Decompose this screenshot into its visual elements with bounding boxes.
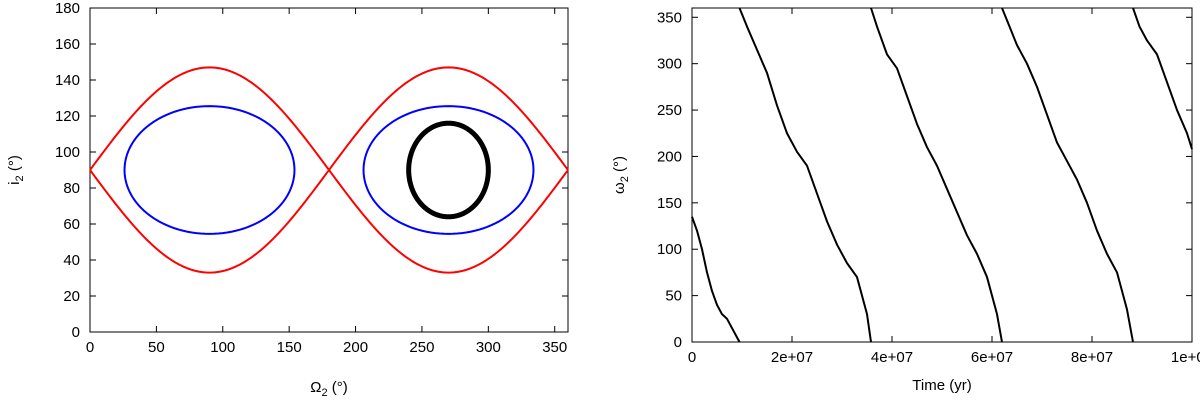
x-tick-label: 2e+07 bbox=[771, 349, 813, 366]
series-line-right-0 bbox=[691, 216, 741, 343]
y-tick-label: 0 bbox=[72, 324, 80, 341]
y-tick-label: 50 bbox=[665, 288, 682, 305]
series-line-right-1 bbox=[738, 7, 872, 343]
chart-left: 0 50 100 150 200 250 300 350 0 20 40 60 80 100 120 140 1… bbox=[6, 0, 569, 399]
y-axis-label-left-main: i bbox=[6, 181, 23, 184]
y-axis-label-right-unit: (°) bbox=[611, 156, 628, 176]
y-tick-label: 250 bbox=[657, 102, 682, 119]
y-tick-label: 0 bbox=[674, 334, 682, 351]
x-axis-label-left-unit: (°) bbox=[328, 379, 348, 396]
y-tick-label: 100 bbox=[55, 144, 80, 161]
x-axis-label-left: Ω2 (°) bbox=[310, 379, 348, 399]
x-axis-label-right: Time (yr) bbox=[912, 377, 971, 394]
x-tick-label: 200 bbox=[343, 339, 368, 356]
series-left bbox=[89, 66, 569, 274]
series-line-left-3 bbox=[406, 120, 491, 220]
y-axis-label-left-unit: (°) bbox=[6, 155, 23, 175]
plot-area-right bbox=[691, 7, 1193, 343]
x-axis-label-left-main: Ω bbox=[310, 379, 321, 396]
y-axis-label-right-sub: 2 bbox=[619, 176, 631, 182]
x-tick-label: 8e+07 bbox=[1071, 349, 1113, 366]
y-tick-label: 300 bbox=[657, 56, 682, 73]
x-tick-label: 150 bbox=[277, 339, 302, 356]
y-tick-label: 350 bbox=[657, 9, 682, 26]
series-line-right-2 bbox=[870, 7, 1003, 343]
x-tick-label: 0 bbox=[86, 339, 94, 356]
y-tick-label: 120 bbox=[55, 108, 80, 125]
y-tick-label: 200 bbox=[657, 148, 682, 165]
x-tick-label: 350 bbox=[542, 339, 567, 356]
series-line-right-3 bbox=[1001, 7, 1134, 343]
x-tick-label: 1e+08 bbox=[1171, 349, 1200, 366]
x-axis-label-left-sub: 2 bbox=[321, 387, 327, 399]
x-tick-label: 6e+07 bbox=[971, 349, 1013, 366]
chart-right: 0 2e+07 4e+07 6e+07 8e+07 1e+08 0 50 100 150 200 25… bbox=[611, 7, 1200, 394]
y-tick-label: 150 bbox=[657, 195, 682, 212]
x-tick-label: 100 bbox=[210, 339, 235, 356]
ticks-right: 0 2e+07 4e+07 6e+07 8e+07 1e+08 0 50 100 150 200 25… bbox=[657, 8, 1200, 366]
y-axis-label-left: i2 (°) bbox=[6, 155, 26, 185]
y-tick-label: 160 bbox=[55, 36, 80, 53]
series-line-left-1 bbox=[123, 105, 296, 235]
x-tick-label: 0 bbox=[688, 349, 696, 366]
series-line-right-4 bbox=[1132, 7, 1193, 150]
y-tick-label: 180 bbox=[55, 0, 80, 17]
series-right bbox=[691, 7, 1193, 343]
series-line-left-0 bbox=[89, 66, 569, 274]
x-tick-label: 4e+07 bbox=[871, 349, 913, 366]
y-axis-label-left-sub: 2 bbox=[14, 175, 26, 181]
x-tick-label: 300 bbox=[476, 339, 501, 356]
y-tick-label: 20 bbox=[63, 288, 80, 305]
series-line-left-2 bbox=[362, 105, 535, 235]
y-tick-label: 60 bbox=[63, 216, 80, 233]
y-tick-label: 100 bbox=[657, 241, 682, 258]
x-tick-label: 250 bbox=[409, 339, 434, 356]
y-tick-label: 140 bbox=[55, 72, 80, 89]
ticks-left: 0 50 100 150 200 250 300 350 0 20 40 60 80 100 120 140 1… bbox=[55, 0, 568, 356]
y-tick-label: 40 bbox=[63, 252, 80, 269]
y-tick-label: 80 bbox=[63, 180, 80, 197]
y-axis-label-right: ω2 (°) bbox=[611, 156, 631, 194]
y-axis-label-right-main: ω bbox=[611, 182, 628, 194]
x-tick-label: 50 bbox=[148, 339, 165, 356]
